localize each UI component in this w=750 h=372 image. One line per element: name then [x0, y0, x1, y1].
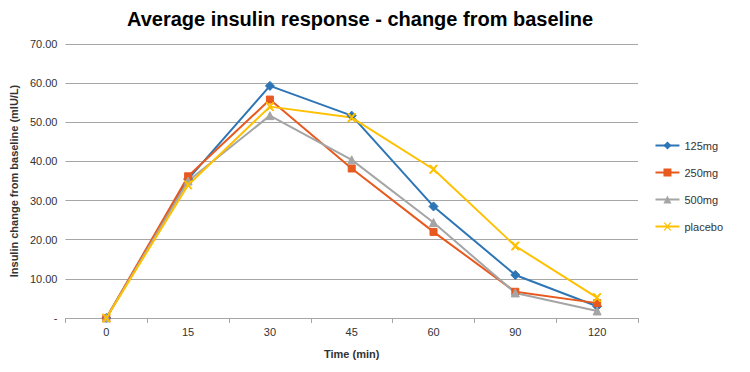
svg-text:Time (min): Time (min) [324, 348, 380, 360]
svg-text:120: 120 [588, 326, 606, 338]
svg-text:50.00: 50.00 [30, 116, 58, 128]
svg-text:placebo: placebo [684, 221, 723, 233]
svg-text:20.00: 20.00 [30, 234, 58, 246]
svg-text:15: 15 [182, 326, 194, 338]
svg-text:40.00: 40.00 [30, 155, 58, 167]
svg-text:500mg: 500mg [684, 194, 718, 206]
svg-text:Insulin change from baseline (: Insulin change from baseline (mIU/L) [8, 84, 20, 277]
svg-text:10.00: 10.00 [30, 273, 58, 285]
svg-text:45: 45 [346, 326, 358, 338]
svg-text:30.00: 30.00 [30, 195, 58, 207]
svg-text:60: 60 [427, 326, 439, 338]
svg-text:0: 0 [103, 326, 109, 338]
svg-text:-: - [54, 312, 58, 324]
svg-text:30: 30 [264, 326, 276, 338]
svg-text:60.00: 60.00 [30, 77, 58, 89]
svg-text:90: 90 [509, 326, 521, 338]
svg-text:Average insulin response - cha: Average insulin response - change from b… [127, 8, 593, 30]
svg-text:125mg: 125mg [684, 140, 718, 152]
svg-text:250mg: 250mg [684, 167, 718, 179]
svg-text:70.00: 70.00 [30, 38, 58, 50]
